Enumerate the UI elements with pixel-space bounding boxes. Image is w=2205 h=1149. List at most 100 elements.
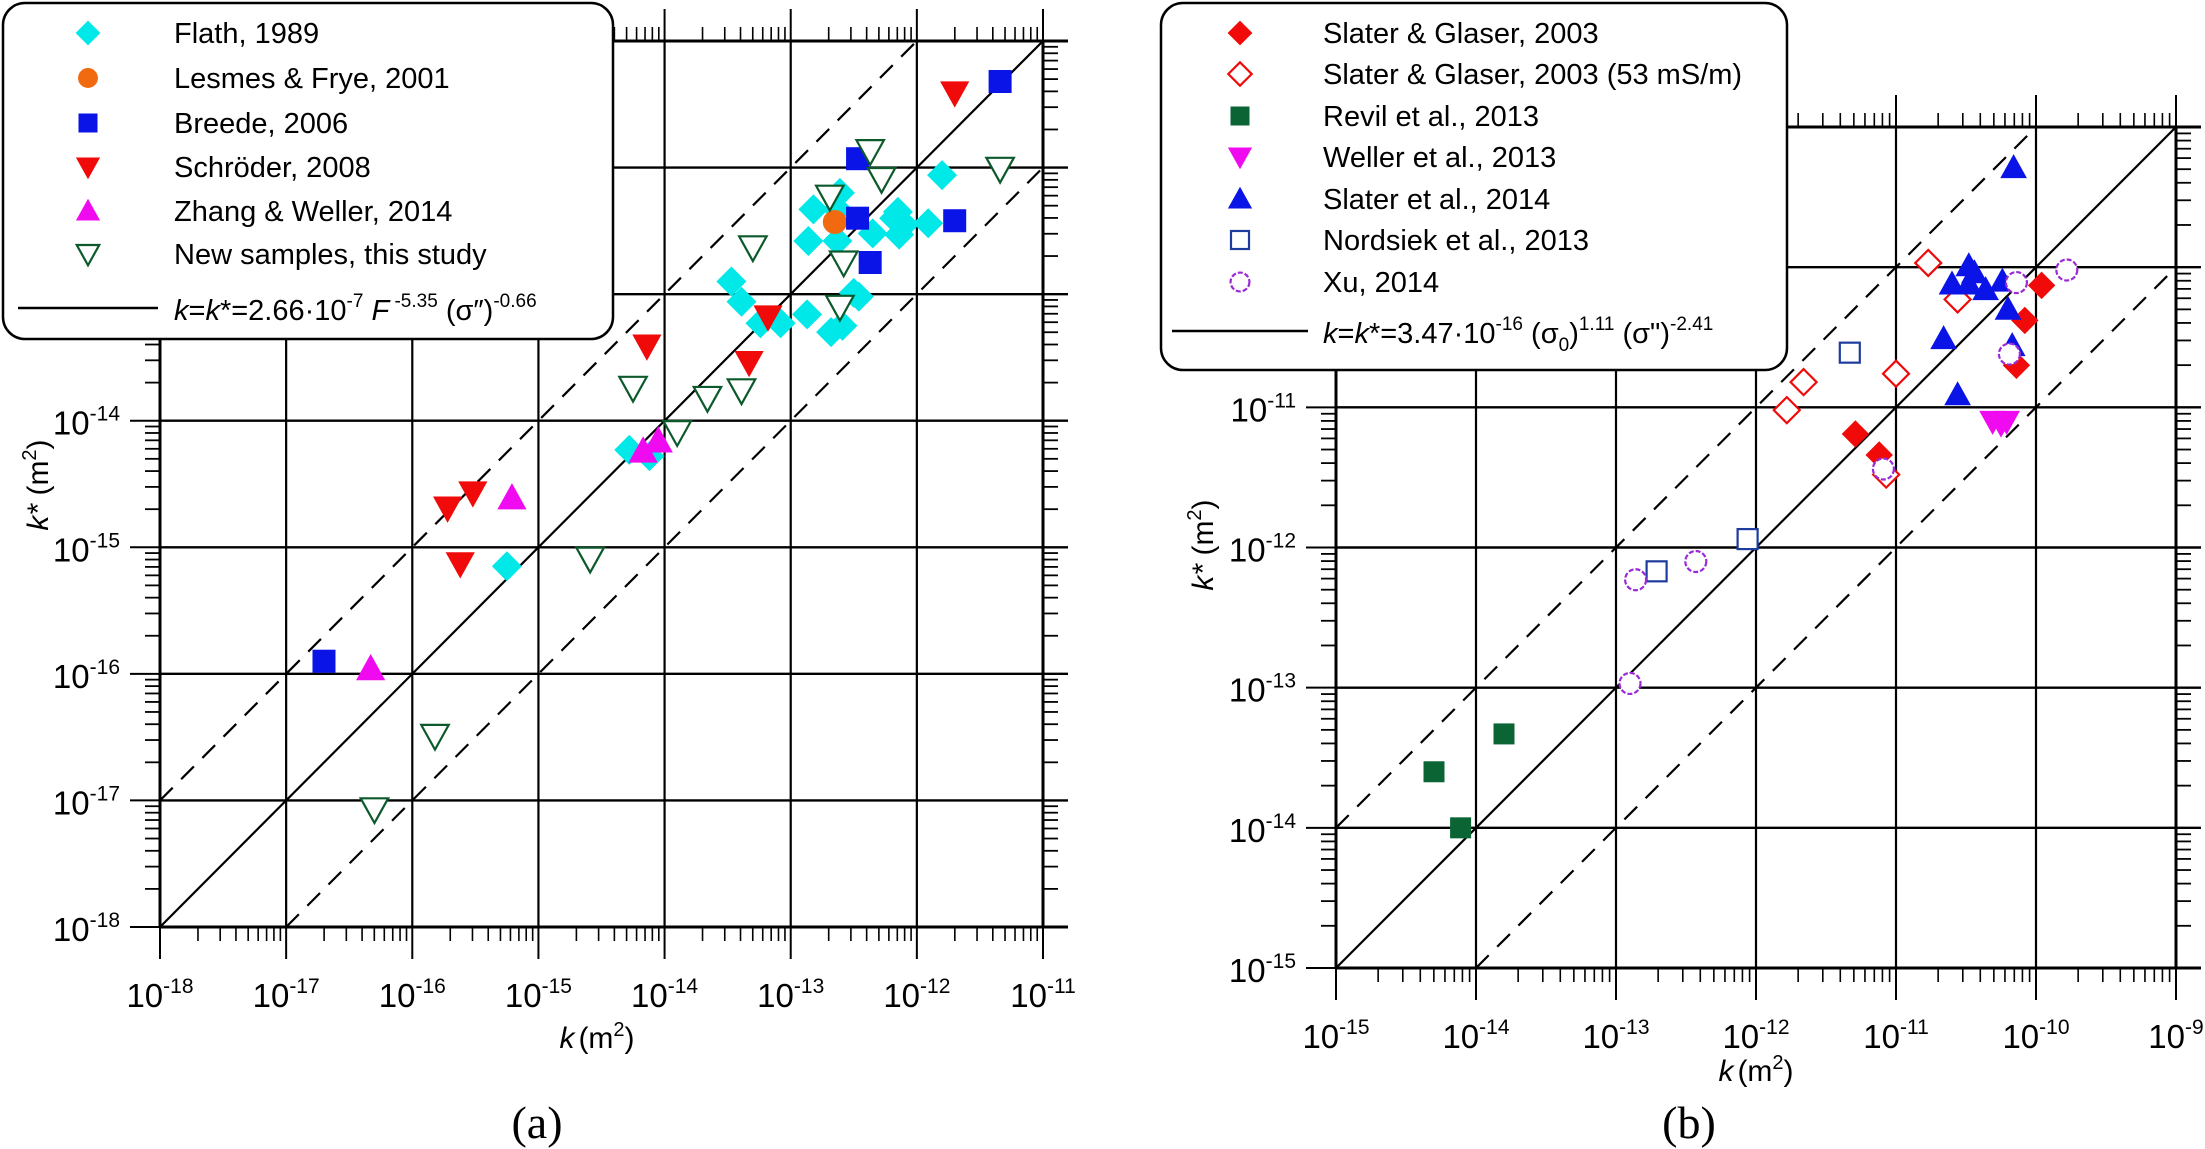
legend-marker-icon — [1227, 186, 1253, 209]
legend-entry-label: Xu, 2014 — [1323, 267, 1439, 299]
legend-marker-icon — [1227, 20, 1253, 46]
legend-entry-label: Slater et al., 2014 — [1323, 184, 1550, 216]
legend-entry-label: Breede, 2006 — [174, 108, 348, 140]
y-tick-label: 10-12 — [1229, 530, 1296, 569]
data-point — [643, 426, 673, 453]
data-point — [822, 209, 847, 235]
data-point — [2004, 270, 2029, 295]
panel-a-reference-lines — [159, 40, 1044, 928]
series-xu-2014 — [1618, 258, 2079, 696]
legend-marker-icon — [1226, 60, 1254, 88]
y-tick-label: 10-17 — [53, 782, 120, 821]
data-point — [1871, 457, 1896, 481]
x-tick-label: 10-14 — [631, 975, 698, 1014]
x-tick-label: 10-12 — [883, 975, 950, 1014]
data-point — [445, 552, 475, 579]
data-point — [312, 649, 336, 673]
panel-b-x-axis-label: k (m2) — [1718, 1052, 1793, 1088]
series-schr-der-2008 — [433, 81, 970, 579]
legend-entry-label: Nordsiek et al., 2013 — [1323, 225, 1589, 257]
panel-b-label: (b) — [1662, 1097, 1716, 1148]
data-point — [1684, 549, 1708, 574]
data-point — [356, 654, 386, 681]
panel-b-y-axis-label: k* (m2) — [1184, 499, 1220, 590]
data-point — [1841, 420, 1870, 448]
data-point — [617, 375, 649, 404]
legend-marker-icon — [78, 113, 98, 133]
series-slater-glaser-2003 — [1841, 271, 2056, 469]
data-point — [793, 225, 824, 256]
data-point — [1772, 395, 1802, 425]
data-point — [1618, 671, 1642, 696]
data-point — [828, 250, 860, 279]
panel-b-legend: Slater & Glaser, 2003 Slater & Glaser, 20… — [1159, 1, 1789, 372]
data-point — [927, 160, 958, 191]
data-point — [726, 286, 757, 317]
data-point — [1881, 359, 1911, 389]
x-tick-label: 10-12 — [1722, 1016, 1789, 1055]
y-tick-label: 10-14 — [53, 403, 120, 442]
one-to-one-line — [159, 40, 1044, 928]
y-tick-label: 10-18 — [53, 909, 120, 948]
x-tick-label: 10-11 — [1010, 975, 1076, 1014]
data-point — [843, 281, 874, 312]
x-tick-label: 10-17 — [253, 975, 320, 1014]
y-tick-label: 10-13 — [1229, 670, 1296, 709]
data-point — [1645, 560, 1668, 583]
series-nordsiek-et-al-2013 — [1645, 341, 1861, 583]
data-point — [1838, 341, 1861, 364]
data-point — [734, 350, 764, 378]
data-point — [1789, 367, 1819, 397]
data-point — [1913, 248, 1943, 278]
legend-marker-icon — [75, 20, 101, 46]
x-tick-label: 10-16 — [379, 975, 446, 1014]
panel-a-legend: Flath, 1989 Lesmes & Frye, 2001 Breede, 20… — [1, 1, 615, 341]
data-point — [753, 305, 783, 332]
dashed-reference-line — [1475, 266, 2177, 969]
data-point — [1930, 325, 1957, 350]
data-point — [816, 317, 847, 348]
data-point — [858, 251, 882, 274]
legend-entry-label: Slater & Glaser, 2003 (53 mS/m) — [1323, 59, 1742, 91]
data-point — [798, 194, 829, 225]
series-lesmes-frye-2001 — [822, 209, 847, 235]
data-point — [814, 184, 846, 213]
x-tick-label: 10-13 — [1582, 1016, 1649, 1055]
legend-marker-icon — [1229, 229, 1251, 251]
legend-equation: k=k*=3.47·10-16 (σ0)1.11 (σ")-2.41 — [1323, 314, 1713, 356]
data-point — [716, 266, 747, 297]
data-point — [988, 70, 1012, 94]
legend-entry-label: Zhang & Weller, 2014 — [174, 196, 452, 228]
legend-marker-icon — [1230, 106, 1250, 126]
panel-a-y-axis-label: k* (m2) — [19, 439, 55, 530]
x-tick-label: 10-13 — [757, 975, 824, 1014]
panel-a-tick-labels: 10-18 10-17 10-16 10-15 10-14 10-13 10-12 10-11… — [53, 403, 1076, 1014]
legend-marker-icon — [75, 157, 101, 180]
data-point — [628, 436, 658, 463]
data-point — [1736, 527, 1759, 551]
data-point — [913, 208, 944, 239]
legend-marker-icon — [74, 243, 102, 268]
y-tick-label: 10-11 — [1230, 389, 1296, 428]
data-point — [419, 723, 451, 752]
data-point — [792, 299, 823, 330]
data-point — [854, 139, 886, 168]
data-point — [632, 334, 662, 361]
legend-entry-label: Schröder, 2008 — [174, 152, 371, 184]
data-point — [943, 209, 967, 233]
legend-entry-label: Flath, 1989 — [174, 18, 319, 50]
legend-marker-icon — [78, 68, 98, 88]
series-breede-2006 — [312, 70, 1012, 673]
data-point — [1450, 817, 1472, 839]
data-point — [1623, 568, 1648, 592]
legend-marker-icon — [1227, 147, 1253, 170]
panel-a-plot: 10-18 10-17 10-16 10-15 10-14 10-13 10-12 10-11… — [1, 1, 1076, 1148]
data-point — [1423, 761, 1445, 783]
x-tick-label: 10-9 — [2148, 1016, 2203, 1055]
data-point — [884, 219, 915, 250]
data-point — [691, 385, 724, 414]
data-point — [2027, 271, 2056, 300]
dashed-reference-line — [1335, 126, 2037, 829]
legend-entry-label: Lesmes & Frye, 2001 — [174, 63, 450, 95]
series-zhang-weller-2014 — [356, 426, 673, 681]
